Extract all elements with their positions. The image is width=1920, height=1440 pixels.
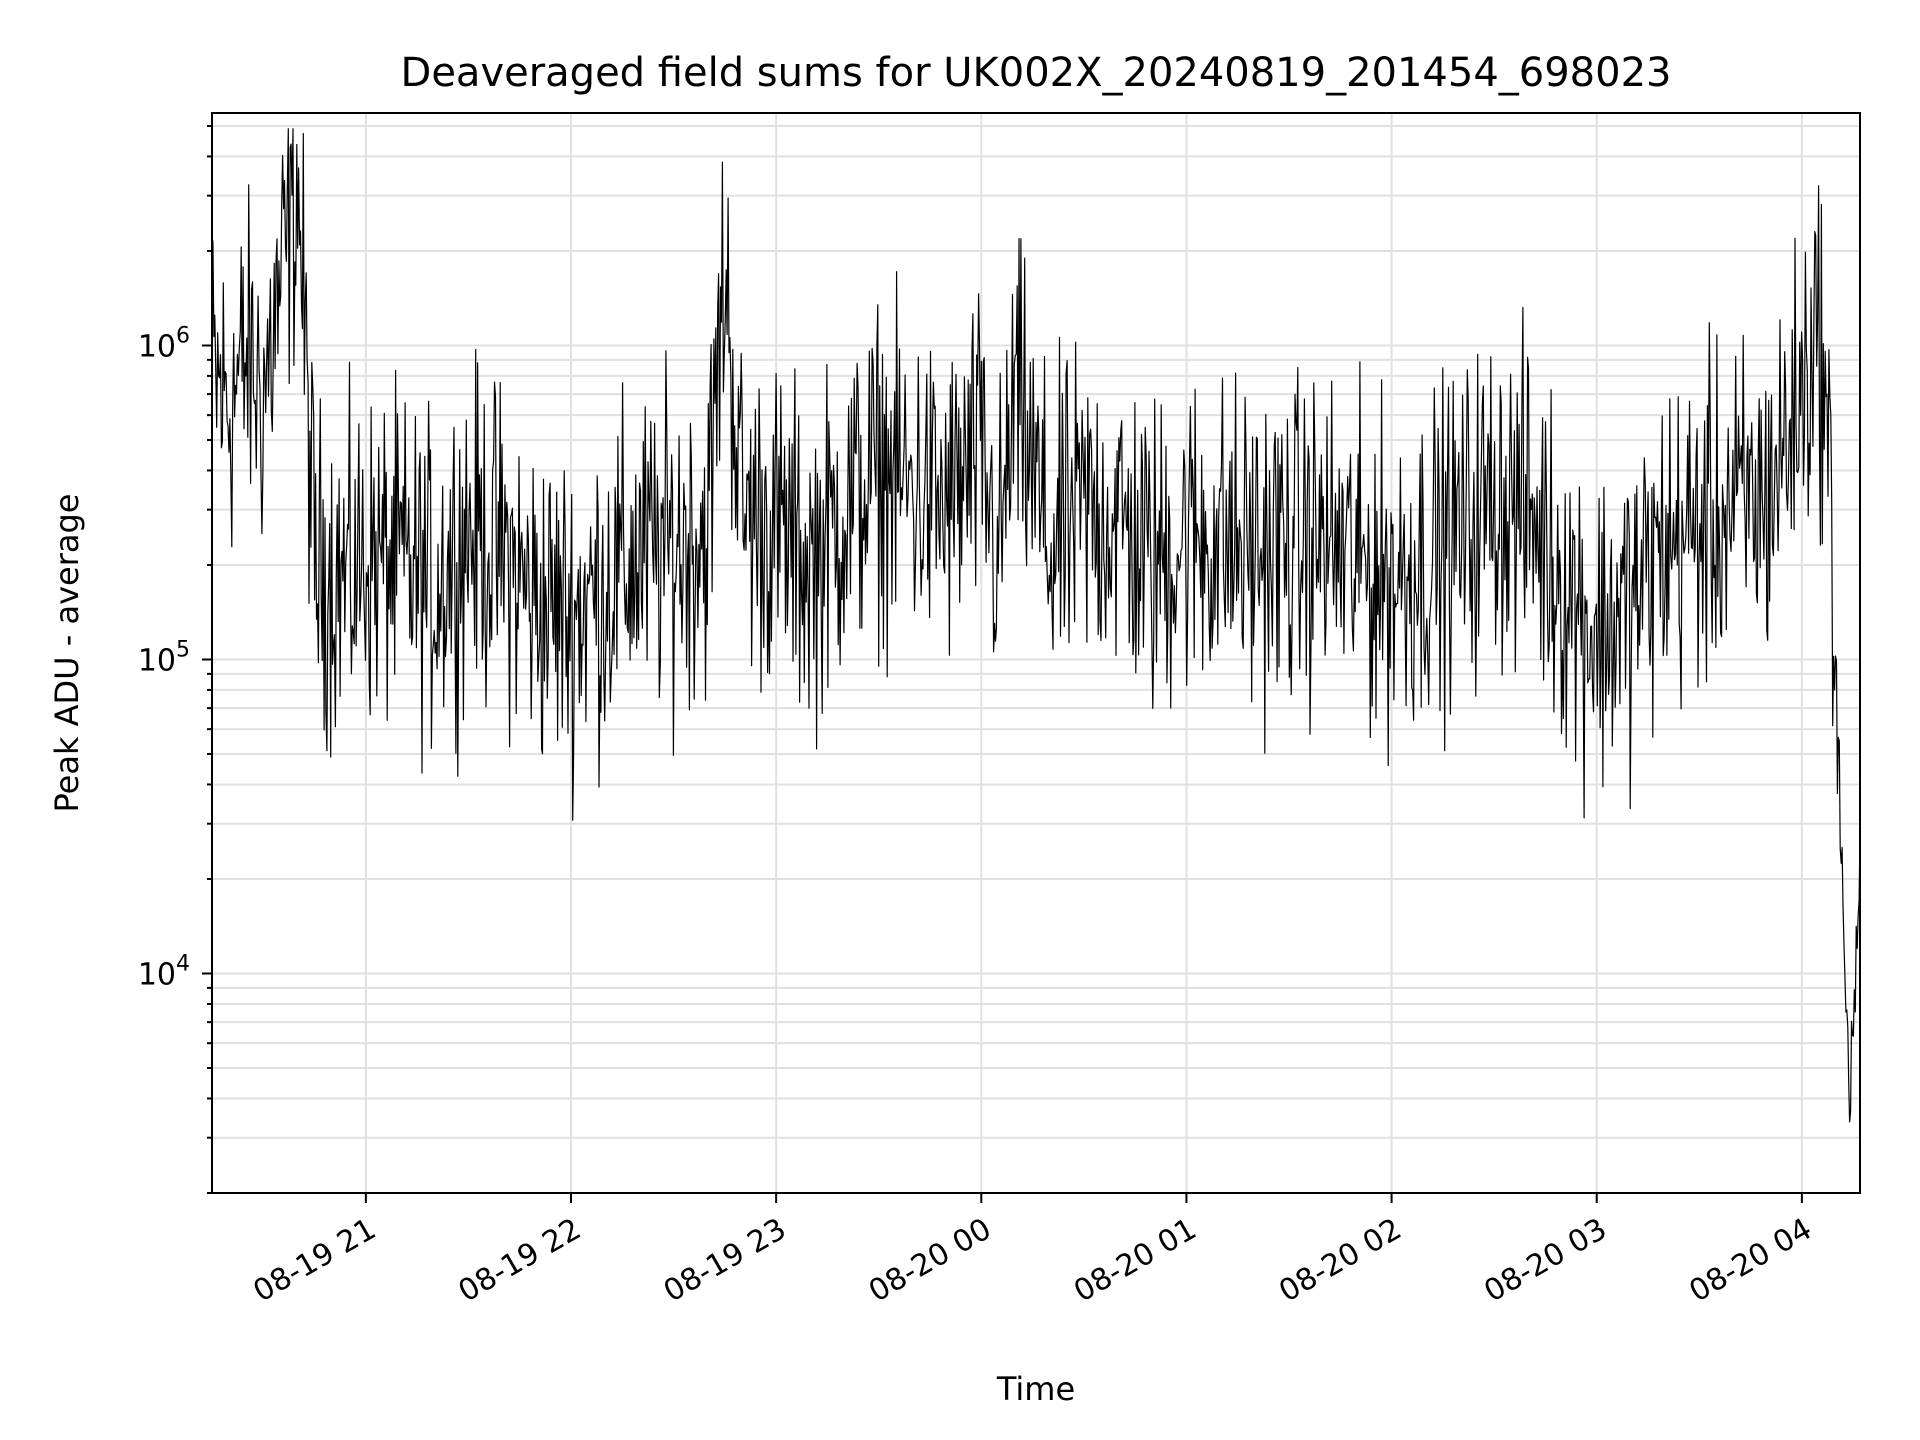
series-line (211, 128, 1861, 1123)
y-tick-label: 104 (138, 952, 190, 993)
chart-title: Deaveraged field sums for UK002X_2024081… (401, 50, 1672, 96)
y-tick-label: 105 (138, 637, 190, 678)
y-axis-label: Peak ADU - average (48, 494, 86, 813)
data-series (211, 128, 1861, 1123)
y-tick-label: 106 (138, 323, 190, 364)
plot-area-frame (211, 112, 1861, 1194)
y-axis-ticks: 104 105 106 (138, 124, 212, 1194)
x-axis-label: Time (996, 1370, 1075, 1408)
